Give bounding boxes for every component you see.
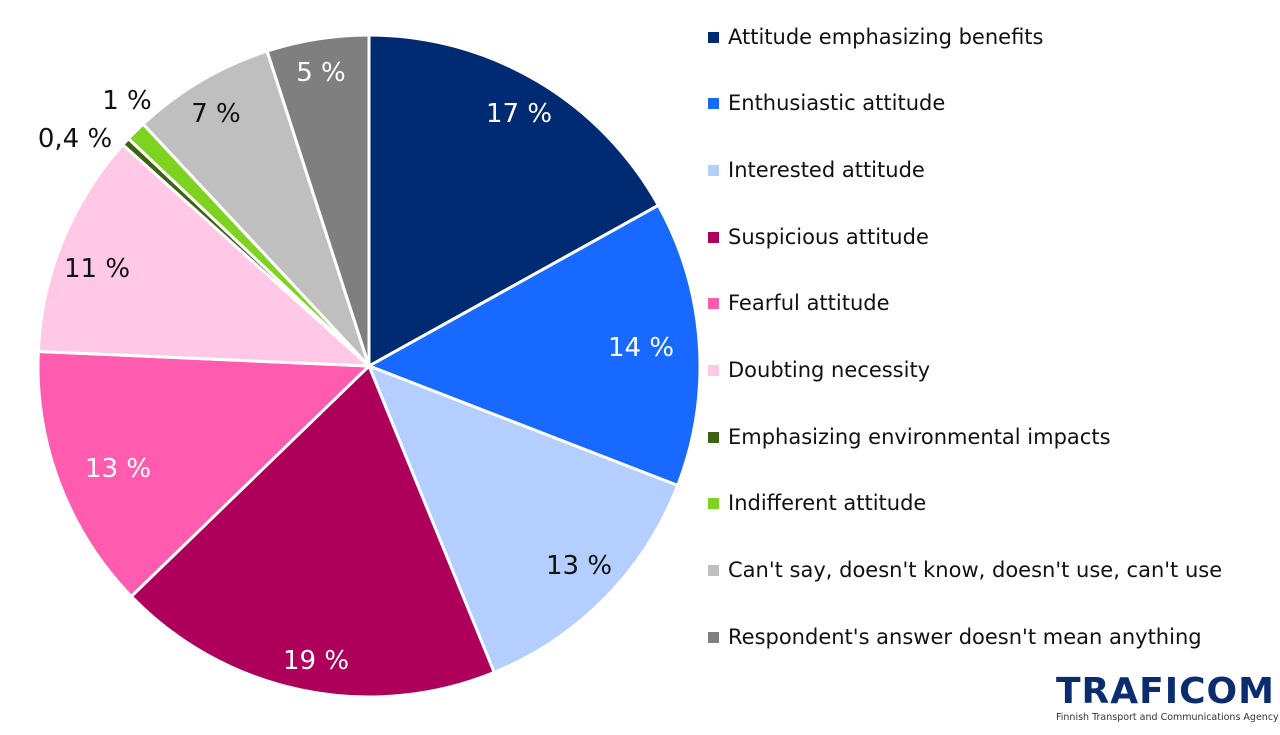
legend-label: Interested attitude: [728, 158, 925, 182]
slice-data-label: 13 %: [546, 551, 612, 581]
legend-swatch: [708, 632, 719, 643]
legend-swatch: [708, 98, 719, 109]
legend-swatch: [708, 232, 719, 243]
legend-item: Enthusiastic attitude: [706, 88, 945, 118]
legend-swatch: [708, 365, 719, 376]
logo-wordmark: TRAFICOM: [1056, 671, 1275, 712]
legend-swatch: [708, 165, 719, 176]
legend-label: Enthusiastic attitude: [728, 91, 946, 115]
legend-label: Doubting necessity: [728, 358, 931, 382]
legend-item: Fearful attitude: [706, 288, 890, 318]
pie-slice: [366, 363, 680, 675]
legend-swatch: [708, 32, 719, 43]
slice-data-label: 17 %: [486, 99, 552, 129]
legend-label: Emphasizing environmental impacts: [728, 425, 1111, 449]
pie-slice: [265, 33, 371, 367]
legend-item: Emphasizing environmental impacts: [706, 422, 1111, 452]
legend-item: Suspicious attitude: [706, 222, 929, 252]
slice-data-label: 1 %: [102, 86, 152, 116]
traficom-logo: TRAFICOM Finnish Transport and Communica…: [1056, 671, 1279, 724]
legend-item: Interested attitude: [706, 155, 925, 185]
legend-label: Attitude emphasizing benefits: [728, 25, 1044, 49]
legend-item: Respondent's answer doesn't mean anythin…: [706, 622, 1202, 652]
pie-slice: [36, 142, 374, 368]
legend-swatch: [708, 498, 719, 509]
legend-item: Can't say, doesn't know, doesn't use, ca…: [706, 555, 1222, 585]
legend-swatch: [708, 298, 719, 309]
pie-slice: [365, 203, 700, 488]
slice-data-label: 13 %: [85, 454, 151, 484]
legend-label: Suspicious attitude: [728, 225, 929, 249]
slice-data-label: 7 %: [191, 99, 241, 129]
slice-data-label: 5 %: [296, 58, 346, 88]
pie-slice: [141, 49, 371, 368]
pie-slice: [36, 349, 373, 599]
logo-tagline: Finnish Transport and Communications Age…: [1056, 712, 1279, 723]
legend-swatch: [708, 432, 719, 443]
legend-label: Fearful attitude: [728, 291, 890, 315]
legend-item: Attitude emphasizing benefits: [706, 22, 1043, 52]
pie-slice: [367, 33, 661, 369]
legend-label: Indifferent attitude: [728, 491, 927, 515]
legend-item: Indifferent attitude: [706, 488, 926, 518]
legend-label: Respondent's answer doesn't mean anythin…: [728, 625, 1202, 649]
slice-data-label: 14 %: [608, 333, 674, 363]
slice-data-label: 0,4 %: [38, 124, 112, 154]
pie-slice: [129, 363, 497, 699]
pie-chart: 17 % 14 % 13 % 19 % 13 % 11 % 0,4 % 1 % 7 % 5 %: [36, 33, 700, 699]
slice-data-label: 11 %: [64, 254, 130, 284]
legend-item: Doubting necessity: [706, 355, 930, 385]
legend-label: Can't say, doesn't know, doesn't use, ca…: [728, 558, 1223, 582]
legend-swatch: [708, 565, 719, 576]
slice-data-label: 19 %: [283, 646, 349, 676]
